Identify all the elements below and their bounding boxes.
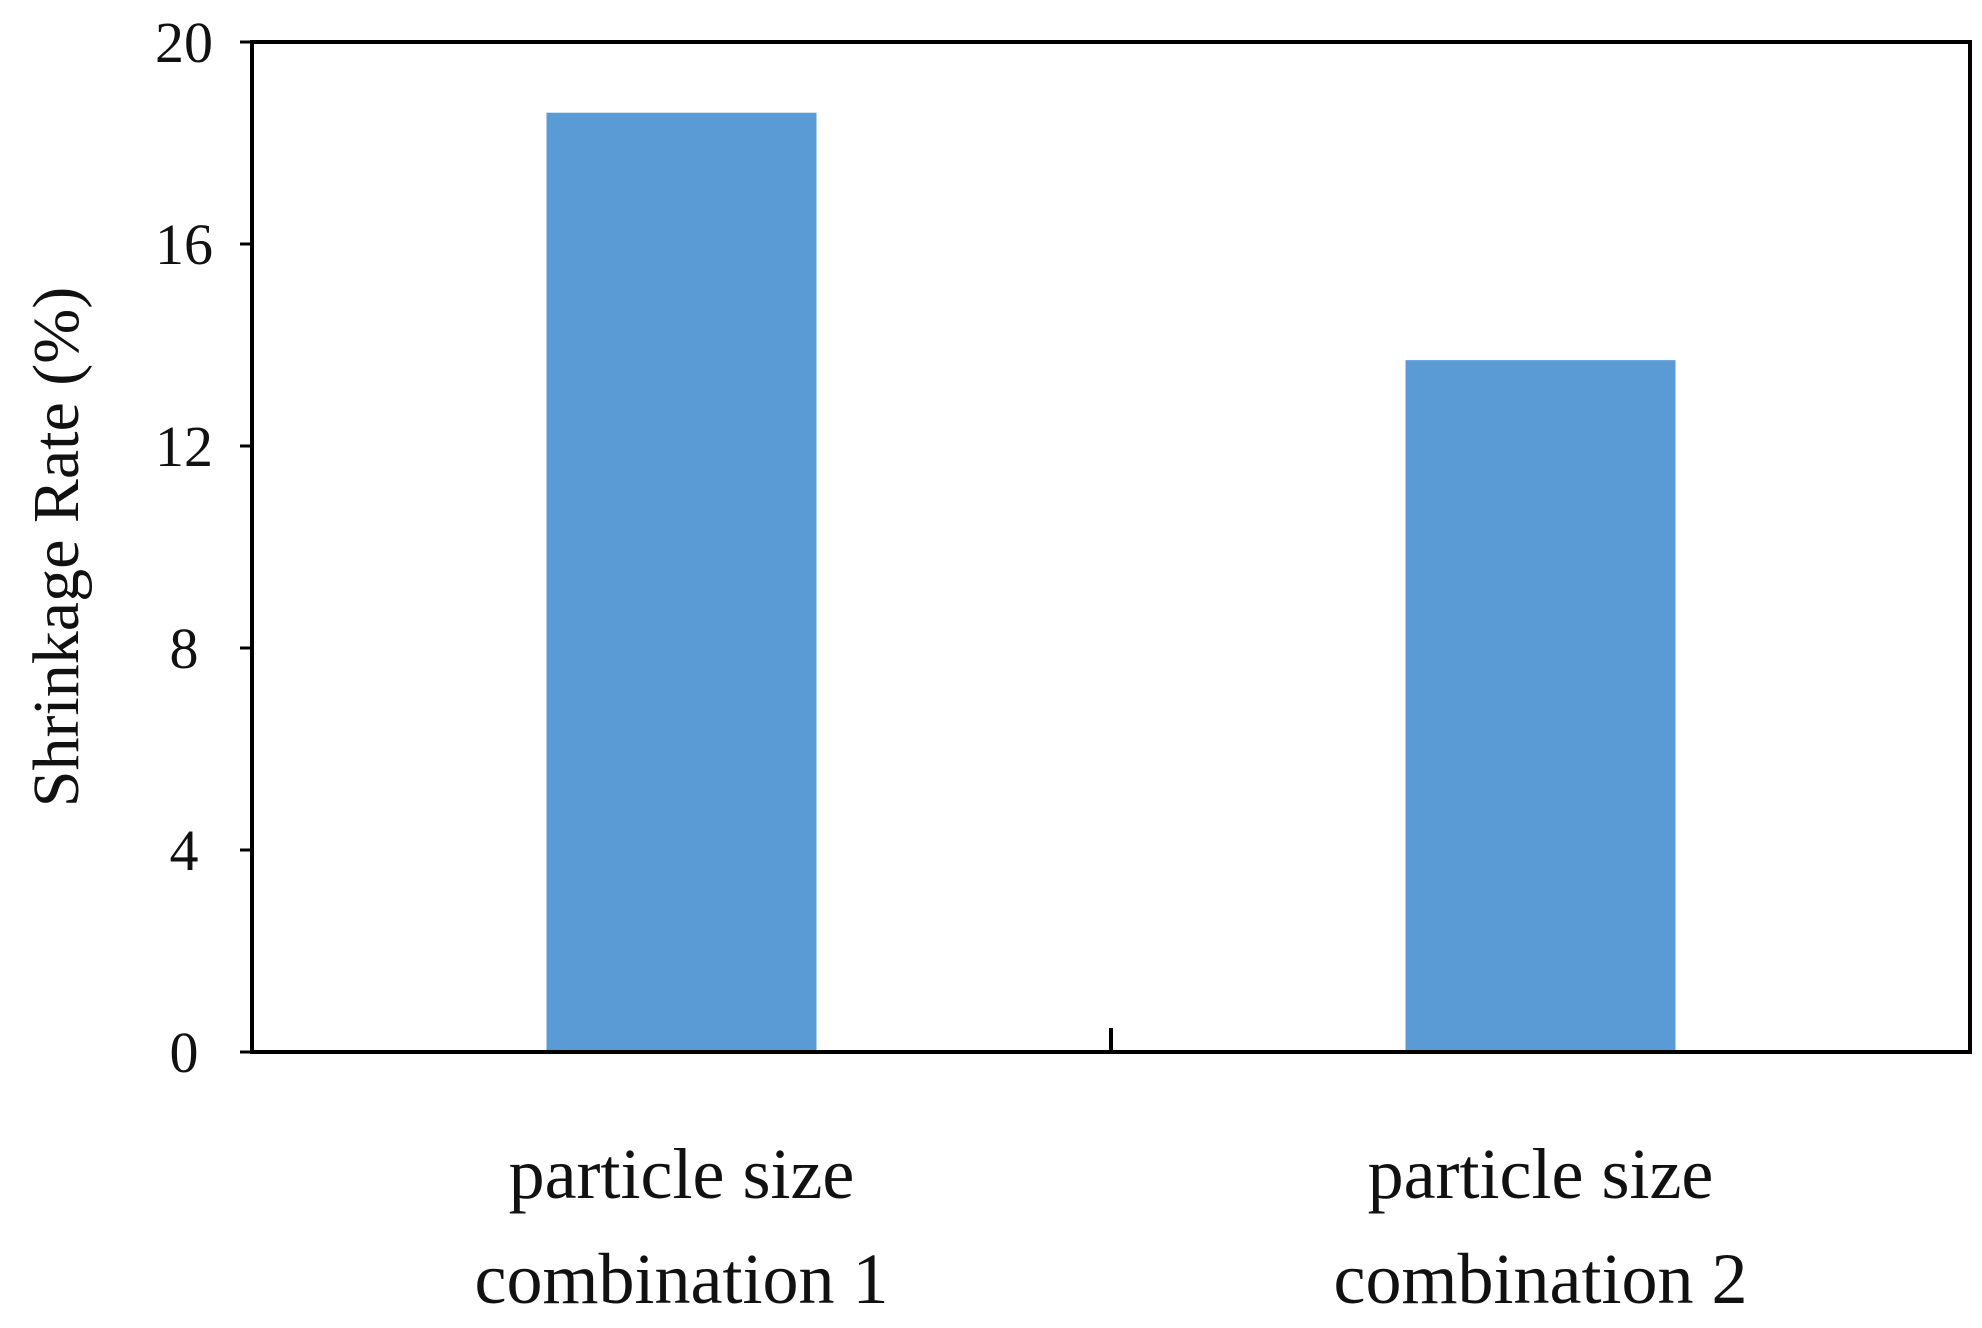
category-labels-layer: particle size combination 1 particle size c… <box>475 1134 1748 1319</box>
bar-1 <box>546 112 817 1052</box>
axes-layer <box>250 40 1972 1054</box>
plot-frame <box>250 40 1972 1054</box>
y-tick-label: 20 <box>155 10 213 75</box>
x-category-label: particle size <box>1368 1134 1714 1214</box>
x-category-label: combination 1 <box>475 1239 889 1319</box>
x-category-label: combination 2 <box>1334 1239 1748 1319</box>
y-ticks-layer: 0 4 8 12 16 20 <box>155 10 252 1085</box>
bars-layer <box>546 112 1676 1052</box>
x-category-label: particle size <box>509 1134 855 1214</box>
bar-2 <box>1405 360 1676 1052</box>
y-tick-label: 8 <box>170 616 199 681</box>
y-axis-title: Shrinkage Rate (%) <box>20 287 93 808</box>
y-tick-label: 4 <box>170 818 199 883</box>
y-tick-label: 12 <box>155 414 213 479</box>
y-tick-label: 16 <box>155 212 213 277</box>
y-tick-label: 0 <box>170 1020 199 1085</box>
